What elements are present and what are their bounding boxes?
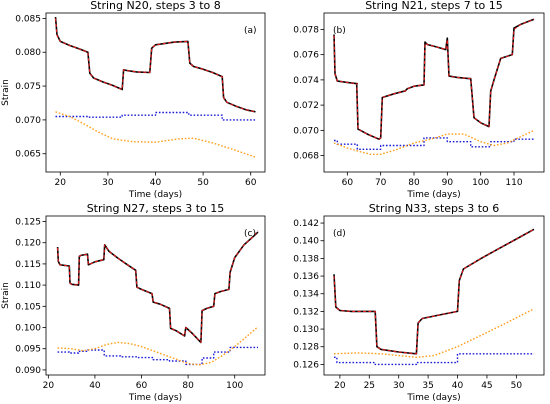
- x-axis-label: Time (days): [128, 190, 182, 200]
- plot-frame: [45, 215, 266, 376]
- series-line-measured: [333, 228, 535, 355]
- y-tick-label: 0.068: [293, 152, 319, 162]
- x-axis-label: Time (days): [128, 393, 182, 403]
- x-tick-label: 20: [43, 381, 55, 391]
- panel-label: (a): [244, 26, 257, 36]
- series-line-component: [333, 129, 535, 155]
- y-tick-label: 0.070: [293, 126, 319, 136]
- series-line-component: [333, 308, 535, 358]
- x-tick-label: 50: [197, 178, 209, 188]
- x-tick-label: 25: [364, 381, 375, 391]
- x-tick-label: 60: [136, 381, 148, 391]
- x-tick-label: 30: [102, 178, 114, 188]
- x-tick-label: 20: [55, 178, 67, 188]
- series-line-component: [334, 137, 534, 150]
- y-tick-label: 0.070: [15, 116, 41, 126]
- y-tick-label: 0.120: [15, 239, 41, 249]
- y-tick-label: 0.132: [293, 307, 319, 317]
- x-tick-label: 70: [375, 178, 387, 188]
- panel-label: (b): [333, 26, 346, 36]
- series-line-component: [57, 346, 258, 366]
- chart-panel-1: String N20, steps 3 to 8 20 30 40 50 60 0.065 0…: [1, 0, 266, 200]
- y-tick-label: 0.128: [293, 343, 319, 353]
- series-line-model: [54, 18, 256, 113]
- x-tick-label: 40: [150, 178, 162, 188]
- chart-title: String N33, steps 3 to 6: [369, 202, 500, 215]
- y-tick-label: 0.130: [293, 325, 319, 335]
- x-tick-label: 60: [245, 178, 257, 188]
- x-tick-label: 40: [452, 381, 464, 391]
- x-tick-label: 35: [422, 381, 433, 391]
- series-line-component: [55, 111, 256, 121]
- plot-frame: [323, 215, 545, 376]
- y-tick-label: 0.072: [293, 101, 319, 111]
- x-tick-label: 100: [472, 178, 489, 188]
- chart-title: String N21, steps 7 to 15: [365, 0, 503, 12]
- plot-frame: [45, 12, 266, 173]
- chart-panel-2: String N21, steps 7 to 15 60 70 80 90 100 110 0…: [293, 0, 545, 200]
- x-tick-label: 110: [505, 178, 522, 188]
- series-line-component: [334, 353, 534, 366]
- x-tick-label: 50: [511, 381, 523, 391]
- series-line-component: [55, 111, 256, 158]
- y-tick-label: 0.075: [15, 82, 41, 92]
- series-line-model: [333, 18, 535, 140]
- y-tick-label: 0.142: [293, 219, 319, 229]
- x-axis-label: Time (days): [406, 393, 460, 403]
- y-tick-label: 0.095: [15, 345, 41, 355]
- y-tick-label: 0.110: [15, 281, 41, 291]
- x-tick-label: 100: [226, 381, 243, 391]
- series-line-model: [333, 228, 535, 355]
- x-tick-label: 30: [393, 381, 405, 391]
- series-line-model: [57, 230, 259, 343]
- series-line-measured: [54, 17, 256, 113]
- x-tick-label: 60: [342, 178, 354, 188]
- x-tick-label: 80: [408, 178, 420, 188]
- y-tick-label: 0.105: [15, 302, 41, 312]
- x-tick-label: 80: [182, 381, 194, 391]
- chart-panel-4: String N33, steps 3 to 6 20 25 30 35 40 45 50 0.…: [293, 202, 545, 403]
- y-tick-label: 0.125: [15, 218, 41, 228]
- y-tick-label: 0.074: [293, 76, 319, 86]
- y-tick-label: 0.076: [293, 51, 319, 61]
- y-tick-label: 0.065: [15, 150, 41, 160]
- y-tick-label: 0.115: [15, 260, 41, 270]
- y-tick-label: 0.138: [293, 254, 319, 264]
- y-axis-label: Strain: [1, 79, 11, 106]
- plot-frame: [323, 12, 545, 173]
- x-axis-label: Time (days): [406, 190, 460, 200]
- x-tick-label: 90: [442, 178, 454, 188]
- y-tick-label: 0.078: [293, 25, 319, 35]
- chart-title: String N20, steps 3 to 8: [90, 0, 221, 12]
- series-line-measured: [56, 231, 259, 344]
- y-tick-label: 0.136: [293, 272, 319, 282]
- x-tick-label: 45: [481, 381, 492, 391]
- panel-label: (c): [244, 229, 256, 239]
- y-tick-label: 0.080: [15, 48, 41, 58]
- chart-title: String N27, steps 3 to 15: [87, 202, 225, 215]
- y-tick-label: 0.100: [15, 324, 41, 334]
- y-axis-label: Strain: [1, 282, 11, 309]
- chart-panel-3: String N27, steps 3 to 15 20 40 60 80 100 0.09…: [1, 202, 266, 403]
- x-tick-label: 20: [334, 381, 346, 391]
- x-tick-label: 40: [89, 381, 101, 391]
- series-line-measured: [333, 18, 535, 140]
- y-tick-label: 0.126: [293, 360, 319, 370]
- y-tick-label: 0.085: [15, 14, 41, 24]
- y-tick-label: 0.134: [293, 290, 319, 300]
- y-tick-label: 0.090: [15, 366, 41, 376]
- y-tick-label: 0.140: [293, 237, 319, 247]
- panel-label: (d): [333, 229, 346, 239]
